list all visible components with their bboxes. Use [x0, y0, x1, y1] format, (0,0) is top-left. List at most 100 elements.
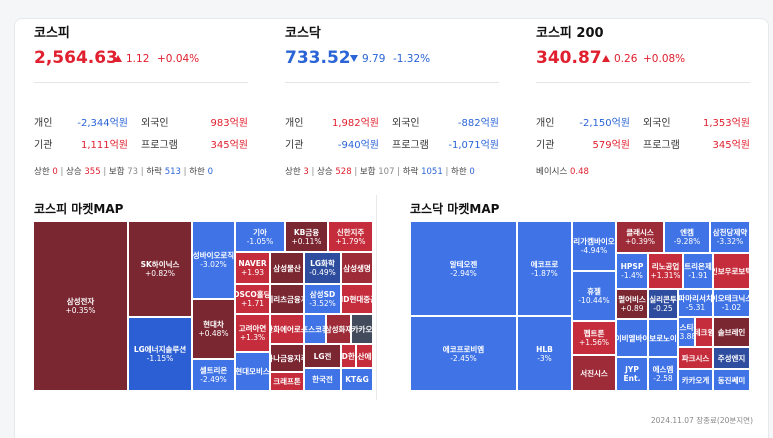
- tile-change: +0.39%: [624, 237, 656, 246]
- kosdaq-title[interactable]: 코스닥: [285, 26, 321, 41]
- kosdaq-value: 733.52: [285, 48, 351, 68]
- tile-name: 에이비엘바이오: [616, 333, 647, 343]
- tile-change: -9.28%: [673, 237, 701, 246]
- kospi-map-tile[interactable]: 기아 -1.05%: [235, 221, 285, 252]
- kosdaq-map-tile[interactable]: 펩트론 +1.56%: [572, 321, 616, 355]
- tile-name: 현대모비스: [235, 367, 270, 376]
- kospi-map-tile[interactable]: LG에너지솔루션 -1.15%: [128, 317, 192, 391]
- kosdaq-map-tile[interactable]: 레인보우로보틱스: [713, 253, 750, 289]
- kospi-map-tile[interactable]: 현대모비스: [235, 352, 270, 391]
- kospi-map-tile[interactable]: 삼성전자 +0.35%: [33, 221, 128, 391]
- kosdaq-map-tile[interactable]: HLB -3%: [517, 316, 572, 391]
- kospi-map-tile[interactable]: 크래프톤: [270, 372, 304, 391]
- tile-name: 삼성화재: [326, 324, 351, 334]
- kospi-map-tile[interactable]: 두산에너: [356, 344, 373, 368]
- kosdaq-map-tile[interactable]: 서진시스: [572, 355, 616, 391]
- kospi-map-tile[interactable]: KB금융 +0.11%: [285, 221, 328, 252]
- kospi-map-tile[interactable]: 메리츠금융지: [270, 284, 304, 314]
- program-label: 프로그램: [141, 140, 178, 151]
- tile-name: 신한지주: [336, 227, 365, 237]
- kospi-map-tile[interactable]: HD현대중공: [341, 284, 373, 314]
- kosdaq-map-tile[interactable]: 에코프로 -1.87%: [517, 221, 572, 316]
- tile-name: 파마리서치: [678, 294, 713, 303]
- kospi-map-tile[interactable]: LG전: [304, 344, 341, 368]
- kosdaq-map-tile[interactable]: 에이비엘바이오: [616, 319, 648, 357]
- tile-name: 이오테크닉스: [714, 294, 749, 303]
- kospi-map-tile[interactable]: 하나금융지주: [270, 344, 304, 372]
- kospi-map-tile[interactable]: 카카오: [351, 314, 373, 344]
- kosdaq-map-tile[interactable]: 실리콘투 -0.25: [648, 289, 678, 319]
- kosdaq-map-tile[interactable]: 휴젤 -10.44%: [572, 271, 616, 321]
- kosdaq-breadth: 상한 3 | 상승 528 | 보합 107 | 하락 1051 | 하한 0: [285, 167, 475, 177]
- tile-name: SK하이닉스: [140, 260, 180, 269]
- kosdaq-map-tile[interactable]: 리노공업 +1.31%: [648, 253, 683, 289]
- kosdaq-map-tile[interactable]: 이오테크닉스-1.02: [713, 289, 750, 317]
- kospi-market-map: 삼성전자+0.35%SK하이닉스+0.82%LG에너지솔루션-1.15%삼성바이…: [33, 221, 373, 391]
- kosdaq-map-tile[interactable]: 주성엔지: [713, 347, 750, 369]
- tile-change: -3.88: [679, 332, 694, 341]
- kospi-value: 2,564.63: [34, 48, 118, 68]
- kosdaq-map-tile[interactable]: 펄어비스 +0.89: [616, 289, 648, 319]
- kospi-map-tile[interactable]: SK하이닉스 +0.82%: [128, 221, 192, 317]
- kospi-map-tile[interactable]: 셀트리온 -2.49%: [192, 359, 235, 391]
- kospi-map-tile[interactable]: 삼성SD -3.52%: [304, 284, 341, 314]
- kosdaq-map-tile[interactable]: 리가켐바이오 -4.94%: [572, 221, 616, 271]
- kosdaq-map-tile[interactable]: 보로노이: [648, 319, 678, 357]
- kospi-map-tile[interactable]: 포스코퓨: [304, 314, 326, 344]
- tile-name: 셀트리온제약: [684, 262, 712, 271]
- kospi-foreign: 983억원: [210, 118, 249, 129]
- kospi-map-title[interactable]: 코스피 마켓MAP: [34, 202, 124, 216]
- kosdaq-map-tile[interactable]: 솔브레인: [713, 317, 750, 347]
- kosdaq-map-tile[interactable]: 클래시스 +0.39%: [616, 221, 664, 253]
- kosdaq-map-tile[interactable]: 알테오젠 -2.94%: [410, 221, 517, 316]
- kospi-pct: +0.04%: [157, 53, 200, 65]
- kospi-breadth: 상한 0 | 상승 355 | 보합 73 | 하락 513 | 하한 0: [34, 167, 213, 177]
- kosdaq-map-tile[interactable]: 파마리서치 -5.31: [678, 289, 713, 317]
- tile-name: 현대차: [203, 320, 224, 329]
- kospi-map-tile[interactable]: HD한국: [341, 344, 356, 368]
- tile-name: KT&G: [345, 375, 369, 384]
- kosdaq-change-value: 9.79: [362, 53, 386, 65]
- kosdaq-pct: -1.32%: [393, 53, 431, 65]
- kospi-map-tile[interactable]: 삼성화재: [326, 314, 351, 344]
- kospi-map-tile[interactable]: 고려아연 +1.3%: [235, 314, 270, 352]
- kosdaq-map-tile[interactable]: 셀트리온제약-1.91: [683, 253, 713, 289]
- kospi-map-tile[interactable]: 신한지주 +1.79%: [328, 221, 373, 252]
- kospi-map-tile[interactable]: 삼성물산: [270, 252, 304, 284]
- kosdaq-map-title[interactable]: 코스닥 마켓MAP: [410, 202, 500, 216]
- kospi-map-tile[interactable]: POSCO홀딩스+1.71: [235, 284, 270, 314]
- tile-change: -3.32%: [716, 237, 744, 246]
- kosdaq-map-tile[interactable]: 에코프로비엠 -2.45%: [410, 316, 517, 391]
- kosdaq-map-tile[interactable]: 엔켐 -9.28%: [664, 221, 710, 253]
- kosdaq-map-tile[interactable]: 에스티팜-3.88: [678, 317, 695, 347]
- kosdaq-map-tile[interactable]: 에스엠 -2.58: [648, 357, 678, 391]
- kospi-map-tile[interactable]: 삼성생명: [341, 252, 373, 284]
- kospi200-title[interactable]: 코스피 200: [536, 26, 604, 41]
- kospi-title[interactable]: 코스피: [34, 26, 70, 41]
- kospi-individual: -2,344억원: [77, 118, 128, 129]
- kospi-map-tile[interactable]: 삼성바이오로직스-3.02%: [192, 221, 235, 299]
- kospi-map-tile[interactable]: LG화학 -0.49%: [304, 252, 341, 284]
- kospi-map-tile[interactable]: 한화에어로스: [270, 314, 304, 344]
- kospi-map-tile[interactable]: KT&G: [341, 368, 373, 391]
- kospi-map-tile[interactable]: 현대차 +0.48%: [192, 299, 235, 359]
- kosdaq-foreign: -882억원: [457, 118, 499, 129]
- kosdaq-map-tile[interactable]: HPSP -1.4%: [616, 253, 648, 289]
- kospi-map-tile[interactable]: 한국전: [304, 368, 341, 391]
- tile-name: 보로노이: [649, 333, 677, 343]
- kosdaq-institution: -940억원: [337, 140, 379, 151]
- kosdaq-map-tile[interactable]: 삼천당제약 -3.32%: [710, 221, 750, 253]
- tile-name: 삼성전자: [66, 297, 95, 306]
- kosdaq-map-tile[interactable]: JYP Ent.: [616, 357, 648, 391]
- kosdaq-map-tile[interactable]: 파크시스: [678, 347, 713, 369]
- kosdaq-map-tile[interactable]: 카카오게: [678, 369, 713, 391]
- tile-name: 두산에너: [357, 351, 372, 361]
- kosdaq-map-tile[interactable]: 테크윙: [695, 317, 713, 347]
- tile-name: 서진시스: [580, 368, 608, 378]
- tile-name: LG전: [313, 351, 332, 361]
- tile-change: -0.49%: [309, 268, 336, 277]
- kosdaq-map-tile[interactable]: 동진쎄미: [713, 369, 750, 391]
- kospi200-change-value: 0.26: [614, 53, 638, 65]
- kospi-map-tile[interactable]: NAVER +1.93: [235, 252, 270, 284]
- tile-change: -1.87%: [531, 268, 558, 278]
